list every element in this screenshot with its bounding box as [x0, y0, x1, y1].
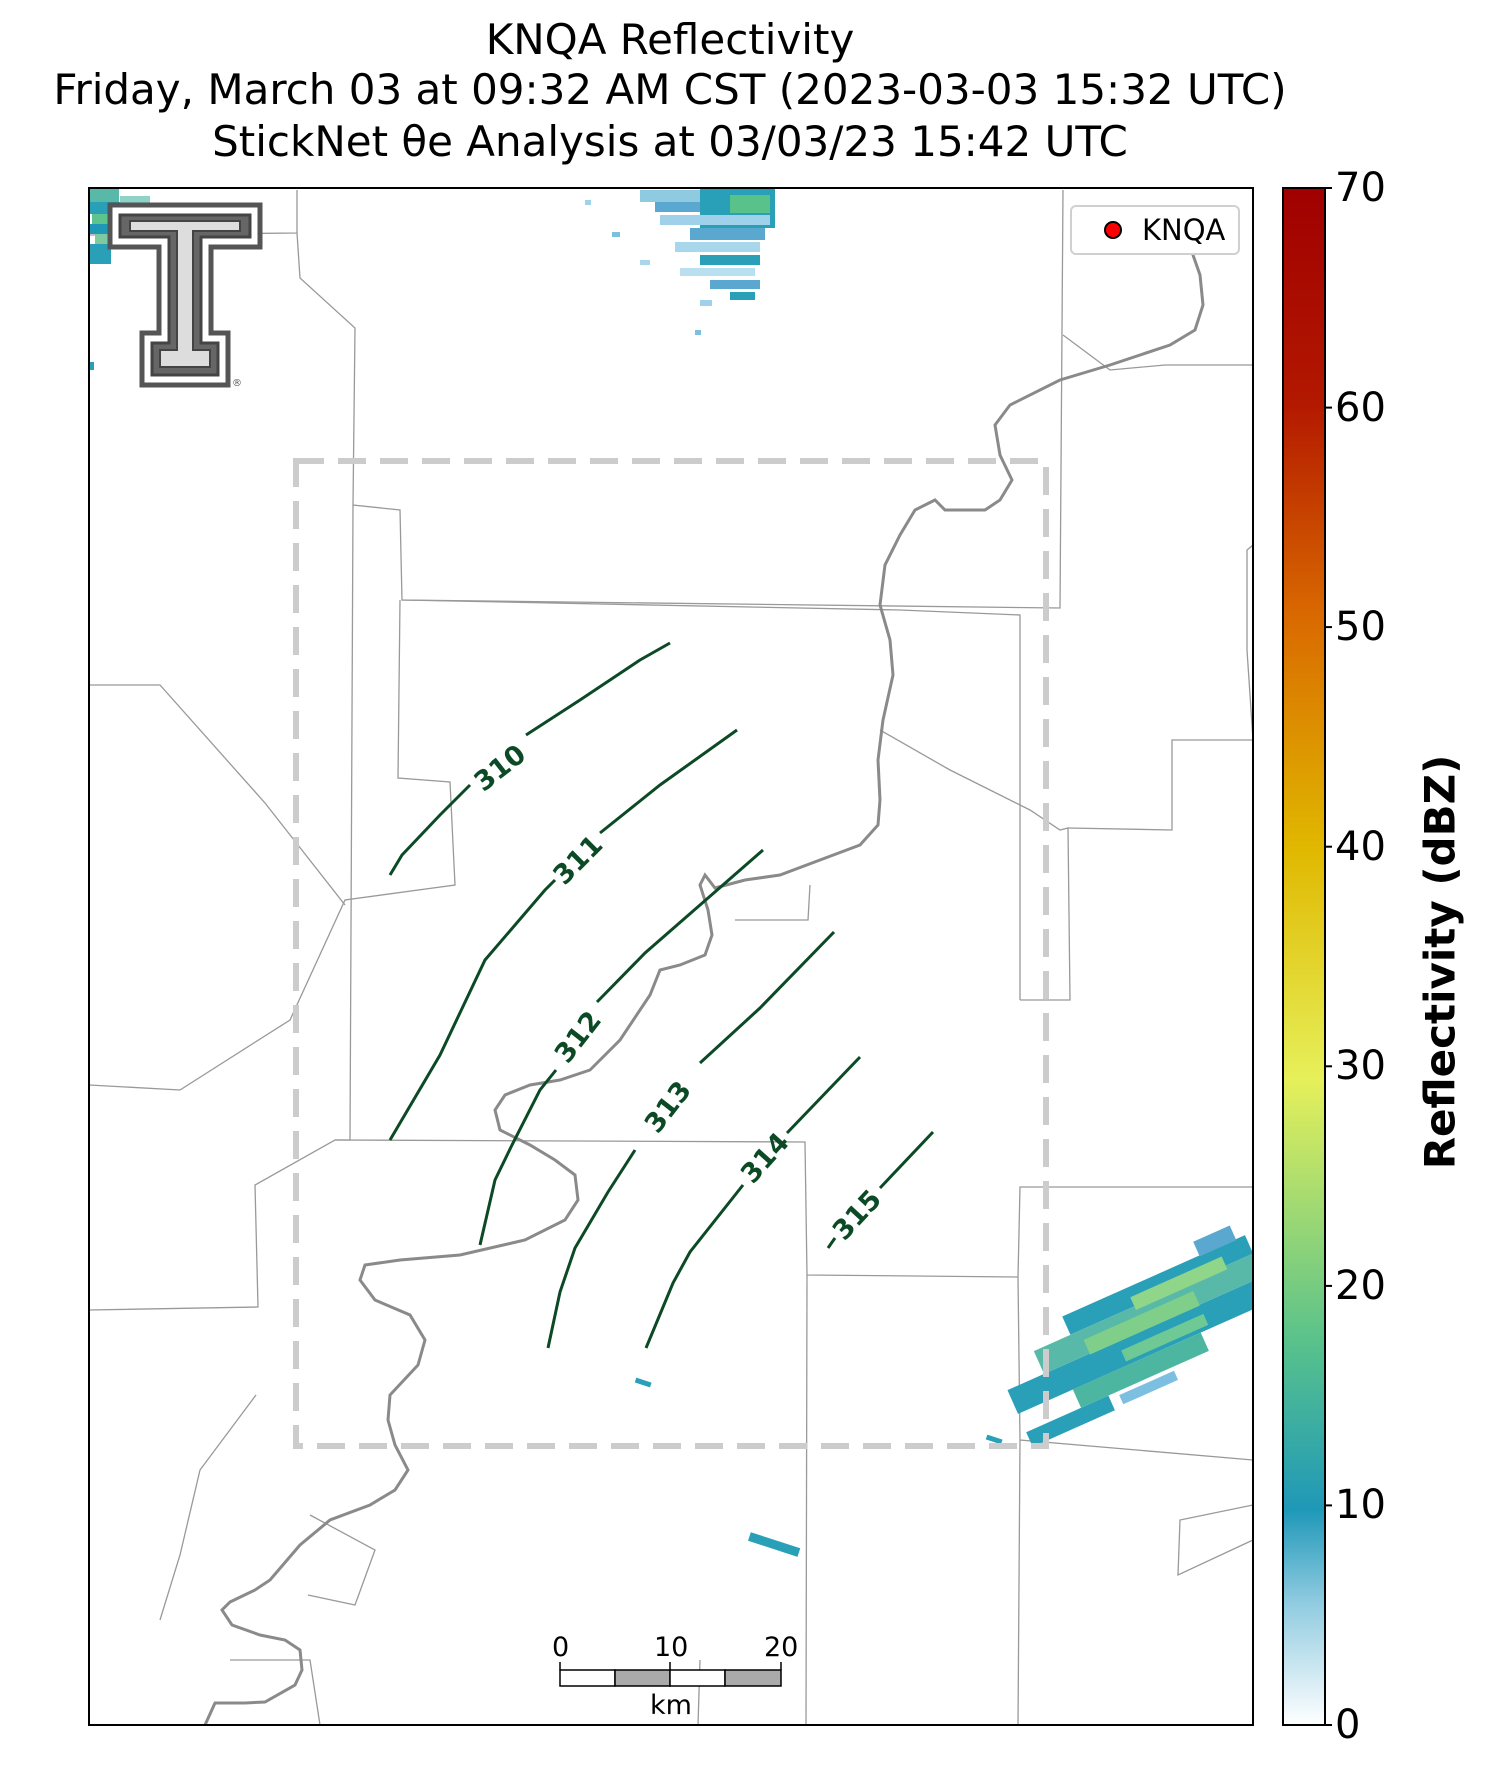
- contour-313: [698, 930, 836, 1065]
- colorbar-tick-label: 60: [1335, 385, 1386, 431]
- radar-site-marker: [1104, 221, 1122, 239]
- contour-315: [878, 1130, 935, 1190]
- colorbar-tick-label: 70: [1335, 165, 1386, 211]
- scale-unit-label: km: [650, 1690, 692, 1721]
- radar-echoes: [89, 188, 1253, 1557]
- county-boundaries: [89, 189, 1253, 1725]
- colorbar-tick-label: 10: [1335, 1482, 1386, 1528]
- legend: KNQA: [1070, 205, 1240, 255]
- colorbar: [1282, 187, 1326, 1726]
- legend-label: KNQA: [1142, 213, 1226, 247]
- contour-312: [478, 1069, 558, 1246]
- scale-bar: [559, 1662, 782, 1687]
- theta-e-contours: [388, 641, 935, 1349]
- title-radar: KNQA Reflectivity: [485, 15, 855, 64]
- svg-text:®: ®: [232, 378, 242, 389]
- contour-310: [525, 641, 671, 737]
- contour-label: 311: [547, 829, 609, 891]
- echo-cell-south-1: [748, 1532, 801, 1557]
- map-layers: 310 311 312 313 314 315 ®: [89, 188, 1253, 1725]
- scale-tick-label: 20: [764, 1632, 799, 1663]
- texas-tech-logo: ®: [107, 202, 263, 389]
- contour-label: 313: [639, 1076, 698, 1140]
- colorbar-tick-label: 30: [1335, 1043, 1386, 1089]
- contour-312: [595, 848, 764, 1004]
- contour-313: [546, 1149, 637, 1349]
- colorbar-tick-label: 40: [1335, 824, 1386, 870]
- echo-cell-east: [985, 1434, 1003, 1445]
- title-analysis: StickNet θe Analysis at 03/03/23 15:42 U…: [212, 117, 1128, 166]
- contour-311: [388, 878, 557, 1141]
- map-frame: [88, 187, 1254, 1726]
- contour-label: 315: [827, 1184, 888, 1246]
- contour-315: [826, 1237, 837, 1249]
- echo-cluster-north: [585, 188, 775, 335]
- colorbar-ticks: [1325, 187, 1332, 1726]
- scale-tick-label: 0: [552, 1632, 570, 1663]
- analysis-domain-box: [293, 458, 1049, 1449]
- contour-314: [644, 1184, 745, 1349]
- state-boundary-river: [203, 229, 1205, 1725]
- echo-cell-south-2: [634, 1377, 652, 1388]
- contour-labels: 310 311 312 313 314 315: [469, 739, 888, 1247]
- contour-label: 310: [469, 739, 533, 798]
- contour-310: [388, 783, 472, 876]
- colorbar-tick-label: 0: [1335, 1702, 1361, 1748]
- colorbar-tick-label: 50: [1335, 604, 1386, 650]
- title-datetime: Friday, March 03 at 09:32 AM CST (2023-0…: [53, 65, 1287, 114]
- colorbar-label: Reflectivity (dBZ): [1415, 754, 1465, 1170]
- scale-tick-label: 10: [654, 1632, 689, 1663]
- colorbar-tick-label: 20: [1335, 1263, 1386, 1309]
- contour-314: [785, 1055, 862, 1135]
- contour-label: 314: [735, 1127, 796, 1190]
- contour-311: [599, 728, 738, 835]
- echo-cluster-southeast: [1007, 1225, 1253, 1447]
